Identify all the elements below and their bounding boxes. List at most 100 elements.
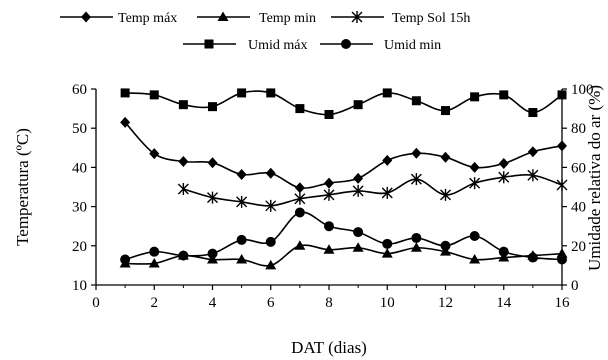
data-point xyxy=(149,90,159,100)
data-point xyxy=(294,240,306,250)
data-point xyxy=(470,92,480,102)
y-left-tick-label: 20 xyxy=(72,239,87,255)
data-point xyxy=(527,146,538,158)
data-point xyxy=(178,250,189,261)
data-point xyxy=(207,157,218,169)
data-point xyxy=(120,254,131,265)
y-left-tick-label: 10 xyxy=(72,278,87,294)
x-tick-label: 12 xyxy=(438,295,453,311)
x-tick-label: 4 xyxy=(209,295,217,311)
data-point xyxy=(382,88,392,98)
x-tick-label: 10 xyxy=(380,295,395,311)
data-point xyxy=(469,231,480,241)
data-point xyxy=(441,106,450,116)
data-point xyxy=(323,188,335,201)
legend-label: Temp Sol 15h xyxy=(392,11,470,26)
data-point xyxy=(557,254,567,265)
series-4 xyxy=(120,207,567,265)
data-point xyxy=(324,221,334,232)
data-point xyxy=(498,246,509,257)
x-axis-title: DAT (dias) xyxy=(291,338,367,357)
series-2 xyxy=(177,169,568,212)
data-point xyxy=(440,246,451,256)
data-point xyxy=(207,254,218,264)
data-point xyxy=(528,108,538,118)
legend-item: Temp min xyxy=(197,11,316,26)
data-point xyxy=(411,96,421,106)
data-point xyxy=(324,109,334,119)
data-point xyxy=(382,154,393,166)
data-point xyxy=(295,104,305,114)
legend-label: Umid min xyxy=(384,38,441,53)
data-point xyxy=(353,100,363,110)
x-tick-label: 0 xyxy=(92,295,100,311)
data-point xyxy=(440,240,451,251)
data-point xyxy=(120,116,131,128)
data-point xyxy=(469,254,481,264)
y-right-tick-label: 100 xyxy=(571,82,594,98)
y-right-tick-label: 80 xyxy=(571,121,586,137)
y-right-tick-label: 40 xyxy=(571,200,586,216)
data-point xyxy=(149,148,160,160)
data-point xyxy=(353,172,364,184)
data-point xyxy=(207,191,218,204)
series-3 xyxy=(120,88,567,119)
data-point xyxy=(324,177,334,189)
series-line xyxy=(183,174,563,207)
series-line xyxy=(125,90,563,116)
data-point xyxy=(353,227,364,238)
data-point xyxy=(411,147,422,159)
legend-label: Umid máx xyxy=(248,38,308,53)
data-point xyxy=(148,257,160,268)
data-point xyxy=(557,90,567,100)
data-point xyxy=(294,182,305,194)
data-point xyxy=(266,88,276,98)
legend-marker xyxy=(204,39,214,49)
legend-item: Umid min xyxy=(320,38,441,53)
data-point xyxy=(120,88,130,98)
legend-item: Umid máx xyxy=(183,38,308,53)
series-line xyxy=(124,211,563,261)
series-1 xyxy=(119,240,568,270)
data-point xyxy=(498,157,509,169)
data-point xyxy=(352,184,364,197)
data-point xyxy=(208,102,217,112)
data-point xyxy=(265,236,276,247)
y-left-tick-label: 30 xyxy=(72,200,87,216)
series-line xyxy=(124,121,563,189)
data-point xyxy=(352,242,364,252)
x-tick-label: 6 xyxy=(267,295,275,311)
data-point xyxy=(207,248,218,259)
series-line xyxy=(125,244,563,267)
data-point xyxy=(411,232,422,243)
data-point xyxy=(498,252,510,262)
legend-marker xyxy=(351,11,363,23)
data-point xyxy=(410,242,422,252)
legend-label: Temp min xyxy=(259,11,316,26)
data-point xyxy=(265,167,276,179)
data-point xyxy=(236,234,247,245)
data-point xyxy=(236,195,248,208)
legend-marker xyxy=(81,11,91,23)
data-point xyxy=(556,179,568,192)
data-point xyxy=(527,169,539,182)
data-point xyxy=(440,188,451,201)
x-tick-label: 14 xyxy=(496,295,512,311)
data-point xyxy=(527,252,538,263)
data-point xyxy=(294,192,306,205)
data-point xyxy=(382,238,393,249)
plot-area xyxy=(119,88,568,270)
x-tick-label: 8 xyxy=(325,295,333,311)
data-point xyxy=(178,100,188,110)
legend-item: Temp máx xyxy=(60,11,177,26)
legend: Temp máx Temp min Temp Sol 15h Umid máx Umid… xyxy=(60,11,470,53)
y-left-tick-label: 50 xyxy=(72,121,87,137)
data-point xyxy=(469,177,481,190)
data-point xyxy=(410,173,422,186)
y-right-tick-label: 0 xyxy=(571,278,579,294)
data-point xyxy=(381,186,393,199)
legend-label: Temp máx xyxy=(118,11,177,26)
data-point xyxy=(236,168,247,180)
x-tick-label: 16 xyxy=(555,295,571,311)
data-point xyxy=(499,90,509,100)
